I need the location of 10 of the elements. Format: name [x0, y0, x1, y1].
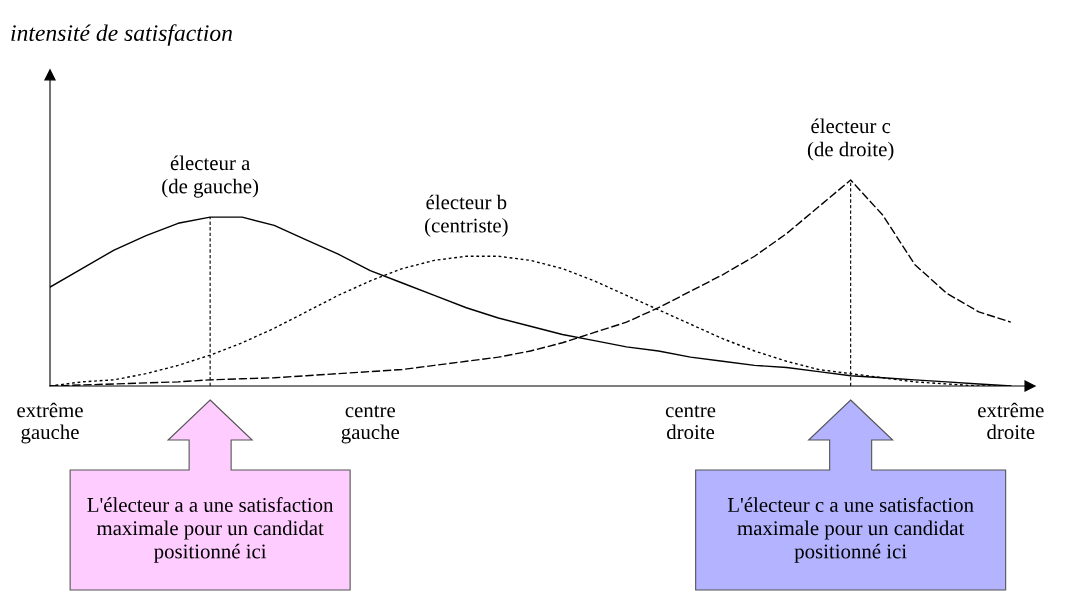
text: électeur c (de droite) [807, 118, 894, 161]
text: L'électeur a a une satisfaction maximale pour un candidat positionné ici [87, 497, 334, 563]
annotation: électeur b (centriste) [425, 194, 508, 237]
text: L'électeur c a une satisfaction maximale pour un candidat positionné ici [727, 497, 974, 563]
x-tick-label: extrême gauche [17, 402, 83, 444]
text: intensité de satisfaction [11, 24, 232, 46]
annotation: électeur a (de gauche) [162, 155, 259, 198]
x-tick-label: centre gauche [341, 405, 400, 444]
x-tick-label: centre droite [665, 405, 716, 440]
x-tick-label: extrême droite [978, 402, 1044, 440]
